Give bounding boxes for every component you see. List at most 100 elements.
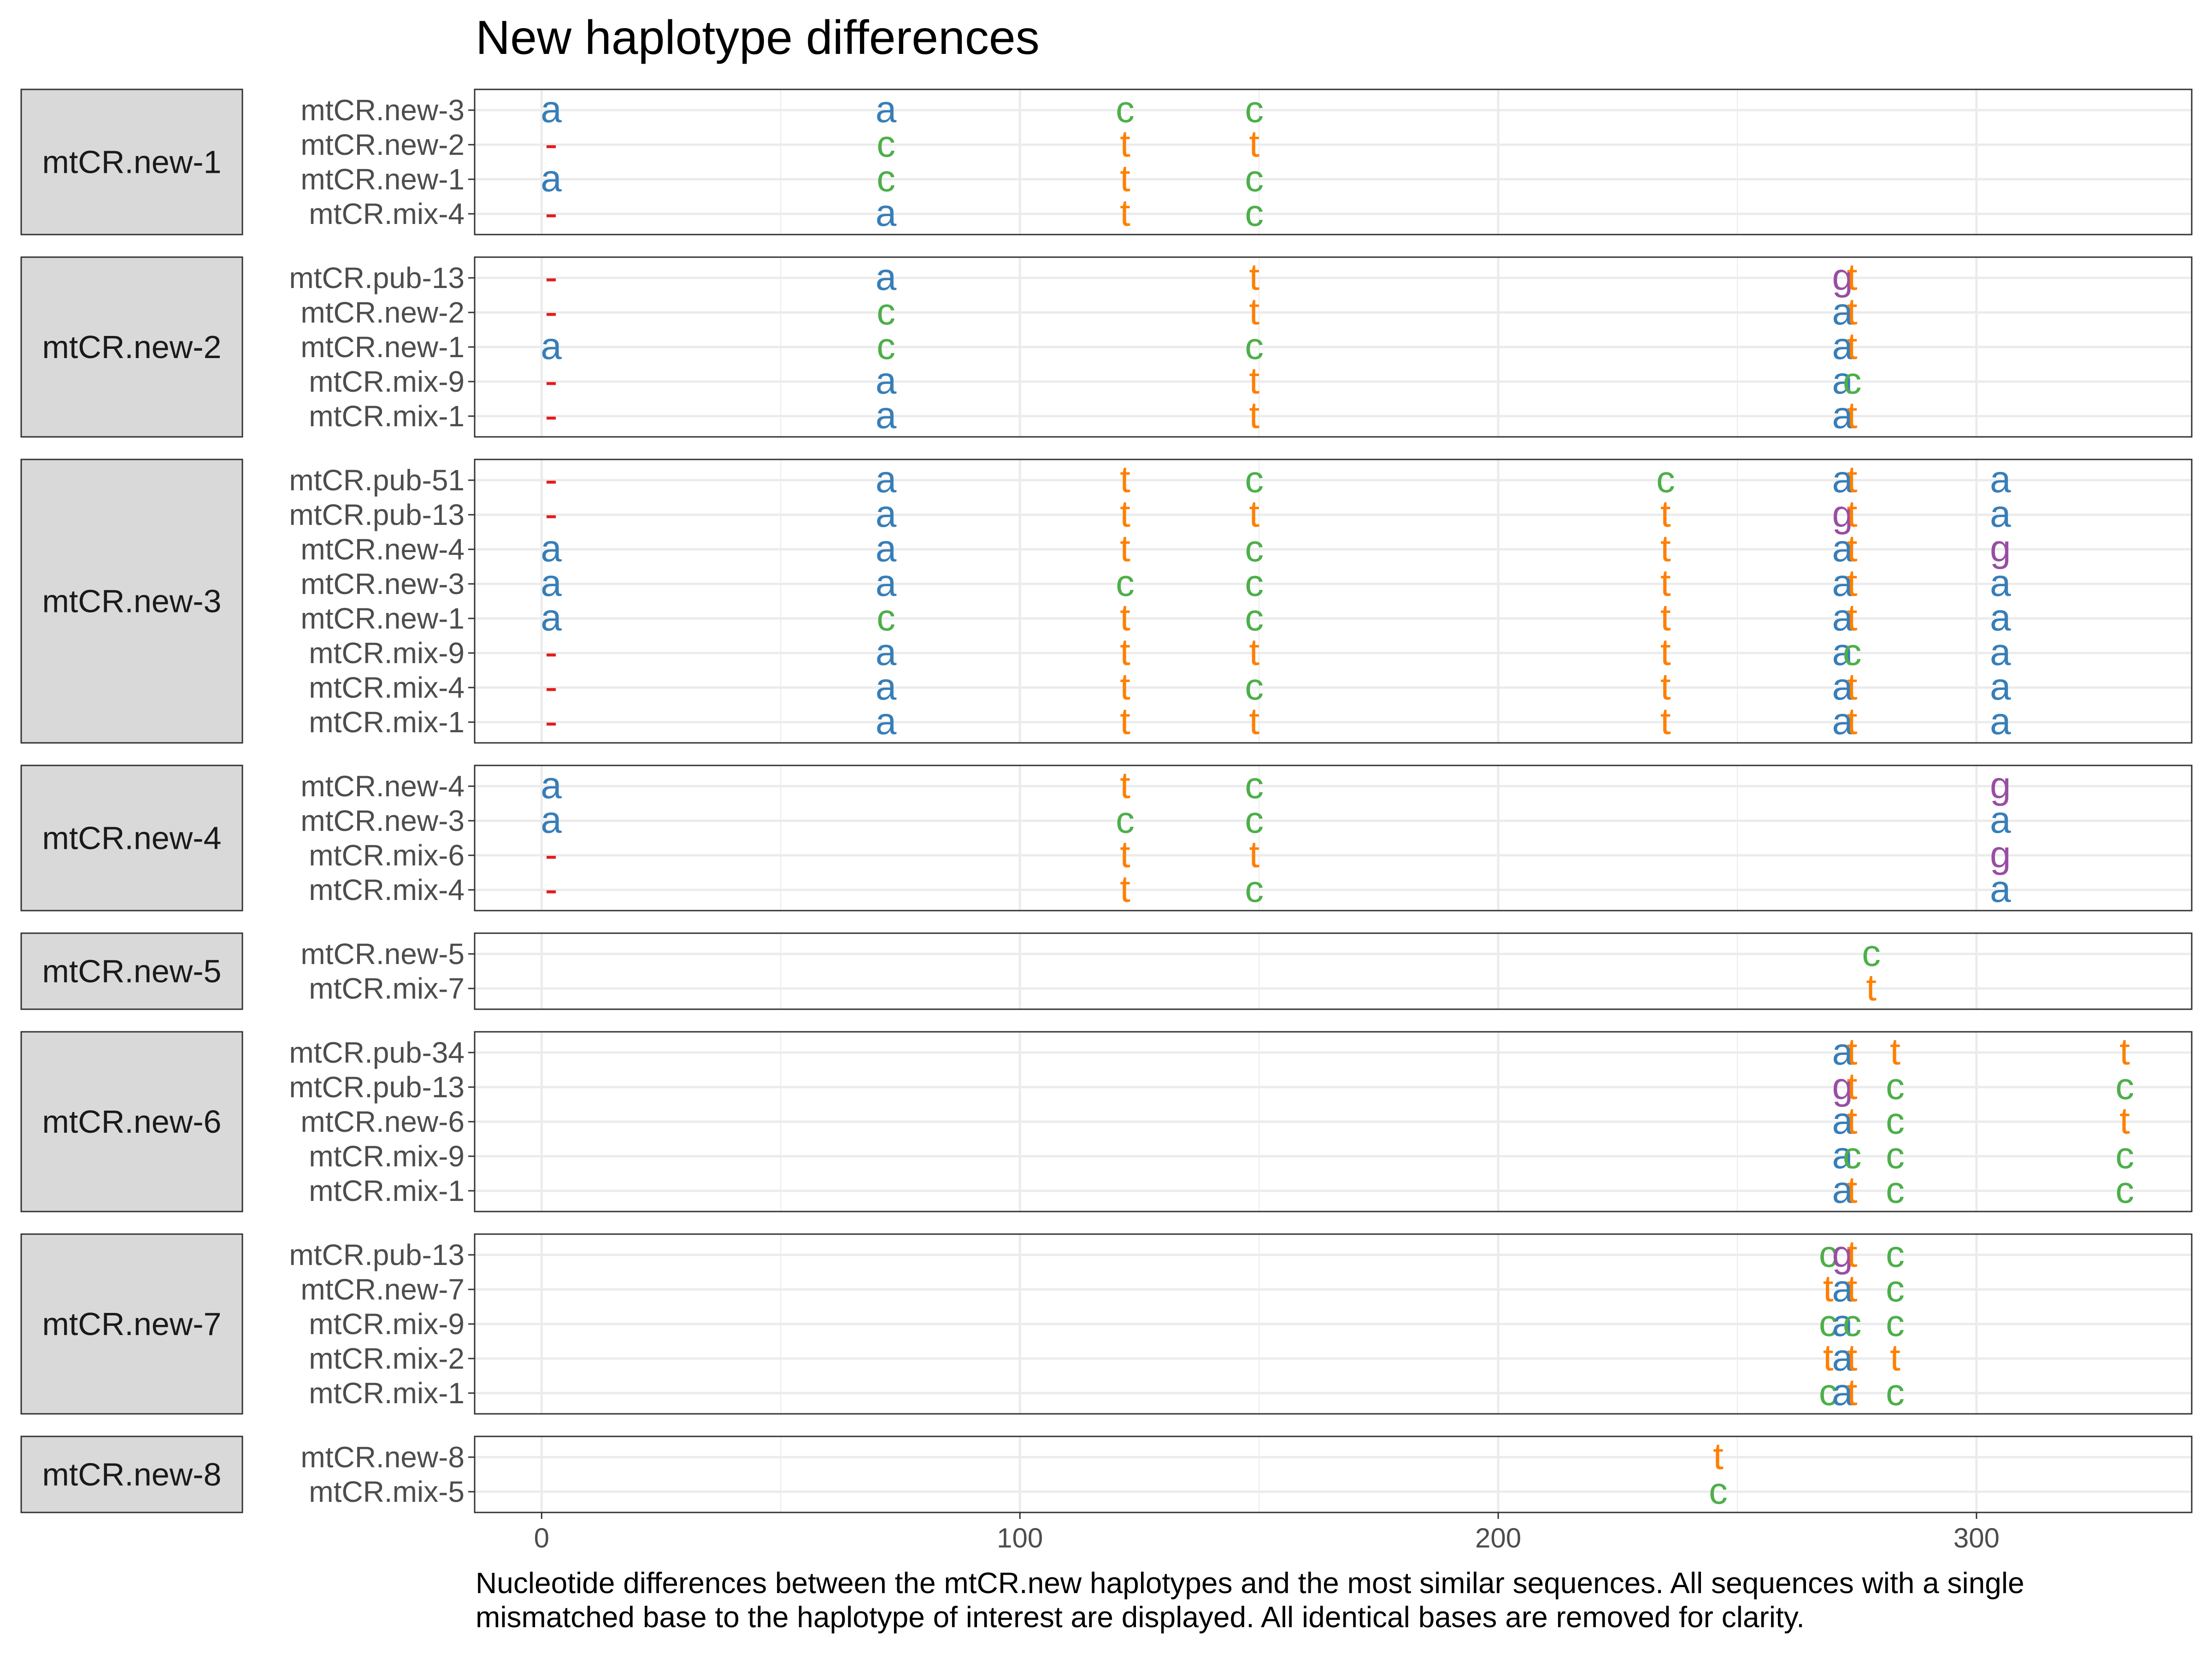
base-mark: t xyxy=(1249,123,1259,165)
base-mark: a xyxy=(541,765,562,806)
row-label: mtCR.mix-4 xyxy=(309,197,465,230)
base-mark: a xyxy=(1990,868,2011,910)
row-label: mtCR.new-1 xyxy=(300,163,465,196)
panel-border xyxy=(474,1233,2193,1415)
base-mark: c xyxy=(877,325,895,367)
base-mark: c xyxy=(2115,1169,2134,1211)
x-tick-label: 200 xyxy=(1475,1523,1521,1553)
facet-panel: mtCR.new-4mtCR.new-4mtCR.new-3mtCR.mix-6… xyxy=(20,765,2193,912)
base-mark: t xyxy=(1823,1268,1834,1310)
row-label: mtCR.new-3 xyxy=(300,567,465,600)
row-label: mtCR.new-7 xyxy=(300,1273,465,1306)
base-mark: a xyxy=(1990,631,2011,673)
panel-background xyxy=(475,933,2192,1009)
base-mark: a xyxy=(541,88,562,130)
facet-strip xyxy=(20,1031,243,1212)
base-mark: a xyxy=(876,528,897,570)
base-mark: a xyxy=(1832,1031,1853,1073)
panel-border xyxy=(474,256,2193,438)
base-mark: a xyxy=(541,597,562,639)
panel-background xyxy=(475,1436,2192,1512)
facet-strip-label: mtCR.new-5 xyxy=(42,953,222,989)
base-mark: - xyxy=(545,631,557,673)
base-mark: a xyxy=(1990,799,2011,841)
facet-strip-label: mtCR.new-4 xyxy=(42,820,222,856)
base-mark: g xyxy=(1990,528,2011,570)
base-mark: a xyxy=(1832,394,1853,436)
row-label: mtCR.new-8 xyxy=(300,1441,465,1474)
base-mark: a xyxy=(541,158,562,200)
row-label: mtCR.new-1 xyxy=(300,602,465,635)
base-mark: a xyxy=(1832,291,1853,333)
base-mark: t xyxy=(1847,1233,1858,1275)
base-mark: t xyxy=(1713,1435,1724,1477)
row-label: mtCR.mix-4 xyxy=(309,873,465,906)
base-mark: a xyxy=(1832,666,1853,708)
base-mark: c xyxy=(1245,158,1264,200)
row-label: mtCR.mix-9 xyxy=(309,1140,465,1173)
row-label: mtCR.pub-51 xyxy=(289,464,465,497)
base-mark: c xyxy=(1245,765,1264,806)
base-mark: - xyxy=(545,493,557,535)
base-mark: - xyxy=(545,123,557,165)
row-label: mtCR.new-4 xyxy=(300,770,465,803)
base-mark: t xyxy=(1847,528,1858,570)
base-mark: - xyxy=(545,394,557,436)
row-label: mtCR.mix-9 xyxy=(309,636,465,670)
base-mark: a xyxy=(1832,325,1853,367)
base-mark: t xyxy=(1660,597,1671,639)
facet-panel: mtCR.new-1mtCR.new-3mtCR.new-2mtCR.new-1… xyxy=(20,88,2193,235)
base-mark: t xyxy=(1120,459,1130,500)
base-mark: t xyxy=(1847,1169,1858,1211)
base-mark: a xyxy=(876,360,897,402)
facet-strip xyxy=(20,256,243,438)
x-tick-label: 300 xyxy=(1953,1523,2000,1553)
base-mark: t xyxy=(1847,666,1858,708)
base-mark: t xyxy=(1120,765,1130,806)
facet-strip-label: mtCR.new-6 xyxy=(42,1104,222,1140)
facet-strip xyxy=(20,1233,243,1415)
facet-strip xyxy=(20,932,243,1010)
base-mark: t xyxy=(1847,291,1858,333)
base-mark: a xyxy=(876,88,897,130)
base-mark: - xyxy=(545,459,557,500)
base-mark: c xyxy=(1886,1302,1905,1344)
x-tick-label: 100 xyxy=(997,1523,1043,1553)
base-mark: c xyxy=(1843,1302,1862,1344)
row-label: mtCR.new-2 xyxy=(300,296,465,329)
base-mark: c xyxy=(1886,1135,1905,1177)
base-mark: t xyxy=(1120,666,1130,708)
base-mark: t xyxy=(1660,528,1671,570)
base-mark: c xyxy=(1843,360,1862,402)
row-label: mtCR.pub-13 xyxy=(289,498,465,531)
base-mark: t xyxy=(1847,493,1858,535)
base-mark: t xyxy=(1847,256,1858,298)
base-mark: a xyxy=(541,325,562,367)
base-mark: t xyxy=(1120,158,1130,200)
facet-strip xyxy=(20,1435,243,1513)
base-mark: t xyxy=(1120,631,1130,673)
facet-panel: mtCR.new-7mtCR.pub-13mtCR.new-7mtCR.mix-… xyxy=(20,1233,2193,1415)
base-mark: c xyxy=(1886,1169,1905,1211)
base-mark: c xyxy=(877,158,895,200)
base-mark: c xyxy=(1886,1268,1905,1310)
base-mark: c xyxy=(1843,631,1862,673)
panel-border xyxy=(474,765,2193,912)
base-mark: a xyxy=(876,394,897,436)
row-label: mtCR.new-2 xyxy=(300,128,465,161)
base-mark: t xyxy=(1660,493,1671,535)
panel-border xyxy=(474,1435,2193,1513)
facet-panel: mtCR.new-6mtCR.pub-34mtCR.pub-13mtCR.new… xyxy=(20,1031,2193,1212)
base-mark: c xyxy=(1245,666,1264,708)
row-label: mtCR.pub-34 xyxy=(289,1036,465,1069)
base-mark: c xyxy=(1886,1371,1905,1413)
facet-strip-label: mtCR.new-2 xyxy=(42,329,222,365)
base-mark: a xyxy=(1832,562,1853,604)
base-mark: t xyxy=(1847,1100,1858,1142)
base-mark: a xyxy=(1832,1100,1853,1142)
base-mark: c xyxy=(1245,799,1264,841)
base-mark: a xyxy=(1832,360,1853,402)
row-label: mtCR.mix-2 xyxy=(309,1342,465,1375)
base-mark: t xyxy=(1847,1031,1858,1073)
